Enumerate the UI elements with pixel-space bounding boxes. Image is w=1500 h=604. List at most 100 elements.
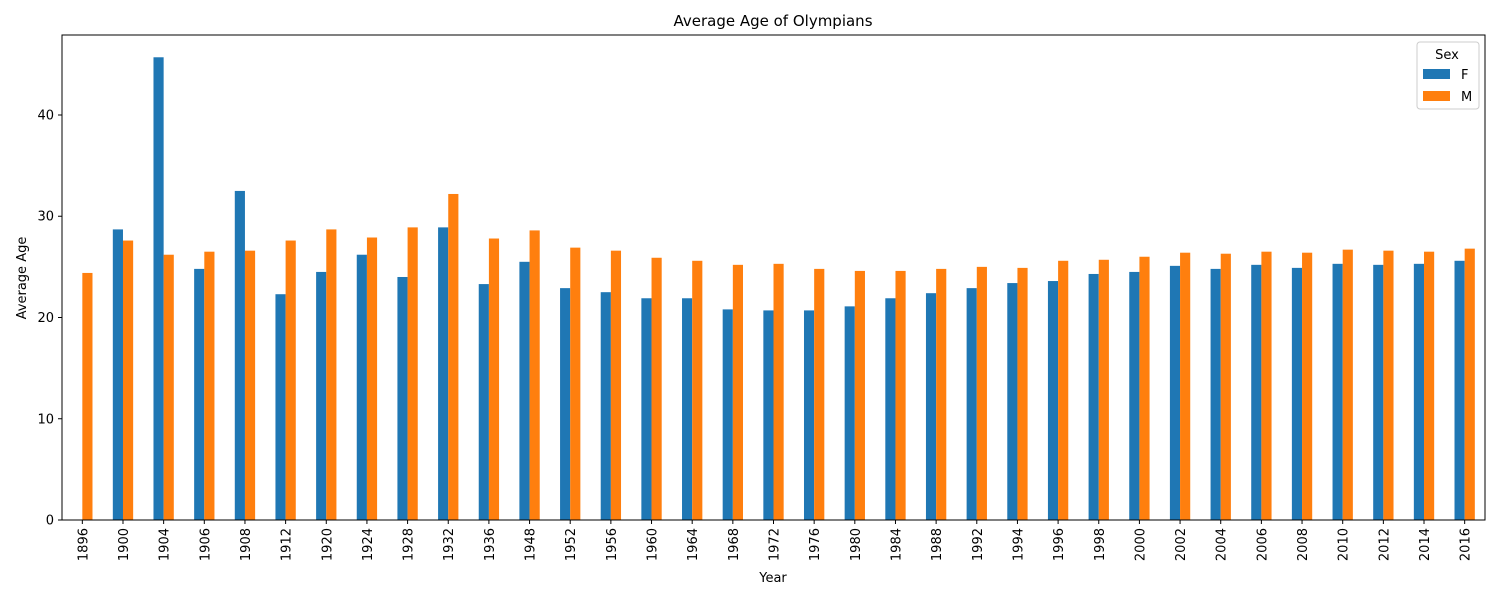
bar-f-1998 bbox=[1088, 273, 1099, 520]
x-axis-ticks: 1896 1900 1904 1906 1908 1912 1920 1924 1928 1932… bbox=[76, 520, 1474, 561]
bar-m-1964 bbox=[692, 260, 703, 520]
bars-layer bbox=[82, 57, 1475, 521]
bar-m-1972 bbox=[773, 263, 784, 520]
bar-f-2006 bbox=[1251, 264, 1262, 520]
legend-label-m: M bbox=[1461, 90, 1472, 105]
x-tick-label: 1952 bbox=[564, 528, 579, 561]
bar-m-1996 bbox=[1058, 260, 1069, 520]
bar-m-1928 bbox=[407, 227, 418, 520]
bar-f-1904 bbox=[153, 57, 164, 520]
legend-label-f: F bbox=[1461, 68, 1468, 83]
bar-f-1908 bbox=[234, 190, 245, 520]
y-axis-label: Average Age bbox=[15, 237, 30, 320]
x-tick-label: 1984 bbox=[889, 528, 904, 561]
x-tick-label: 1936 bbox=[483, 528, 498, 561]
bar-m-1920 bbox=[326, 229, 337, 520]
x-tick-label: 1994 bbox=[1011, 528, 1026, 561]
legend-swatch-m bbox=[1423, 91, 1450, 101]
bar-f-1994 bbox=[1007, 283, 1018, 520]
x-tick-label: 2000 bbox=[1133, 528, 1148, 561]
legend-title: Sex bbox=[1435, 48, 1459, 63]
bar-m-1968 bbox=[732, 264, 743, 520]
bar-f-1956 bbox=[600, 292, 611, 520]
bar-m-1896 bbox=[82, 272, 93, 520]
x-tick-label: 1948 bbox=[524, 528, 539, 561]
x-tick-label: 2014 bbox=[1418, 528, 1433, 561]
bar-f-1900 bbox=[112, 229, 123, 520]
bar-f-2012 bbox=[1373, 264, 1384, 520]
bar-f-1992 bbox=[966, 288, 977, 520]
bar-m-1952 bbox=[570, 247, 581, 520]
y-tick-label: 40 bbox=[37, 108, 54, 123]
x-tick-label: 1904 bbox=[158, 528, 173, 561]
x-tick-label: 2004 bbox=[1215, 528, 1230, 561]
bar-m-2006 bbox=[1261, 251, 1272, 520]
x-tick-label: 1924 bbox=[361, 528, 376, 561]
bar-m-1976 bbox=[814, 268, 825, 520]
bar-f-2000 bbox=[1129, 271, 1140, 520]
x-tick-label: 1896 bbox=[76, 528, 91, 561]
bar-f-2002 bbox=[1169, 265, 1181, 520]
bar-m-1948 bbox=[529, 230, 540, 521]
chart-title: Average Age of Olympians bbox=[673, 12, 872, 30]
x-tick-label: 2008 bbox=[1296, 528, 1311, 561]
bar-f-2008 bbox=[1291, 267, 1303, 520]
bar-f-1936 bbox=[478, 284, 489, 520]
bar-f-1988 bbox=[925, 293, 937, 520]
legend-swatch-f bbox=[1423, 69, 1450, 79]
bar-m-2000 bbox=[1139, 256, 1150, 520]
bar-f-2014 bbox=[1413, 263, 1425, 520]
y-axis-ticks: 0 10 20 30 40 bbox=[37, 108, 62, 529]
bar-m-1980 bbox=[854, 270, 865, 520]
bar-m-1932 bbox=[448, 193, 459, 520]
bar-f-1980 bbox=[844, 306, 855, 520]
y-tick-label: 0 bbox=[46, 514, 54, 529]
bar-f-1924 bbox=[356, 254, 367, 520]
y-tick-label: 10 bbox=[37, 412, 54, 427]
x-tick-label: 1992 bbox=[971, 528, 986, 561]
bar-f-1972 bbox=[763, 310, 774, 520]
x-tick-label: 2012 bbox=[1377, 528, 1392, 561]
plot-frame bbox=[61, 34, 1486, 521]
bar-f-1952 bbox=[560, 288, 571, 520]
x-tick-label: 2010 bbox=[1337, 528, 1352, 561]
x-tick-label: 2002 bbox=[1174, 528, 1189, 561]
bar-f-1948 bbox=[519, 261, 530, 520]
bar-f-2004 bbox=[1210, 268, 1221, 520]
x-tick-label: 1932 bbox=[442, 528, 457, 561]
bar-m-1998 bbox=[1098, 259, 1109, 520]
bar-m-1988 bbox=[936, 268, 947, 520]
x-tick-label: 1956 bbox=[605, 528, 620, 561]
x-tick-label: 1996 bbox=[1052, 528, 1067, 561]
bar-f-2010 bbox=[1332, 263, 1343, 520]
bar-f-1960 bbox=[641, 298, 652, 520]
bar-f-1968 bbox=[722, 309, 733, 520]
bar-m-1904 bbox=[163, 254, 174, 520]
x-tick-label: 1972 bbox=[768, 528, 783, 561]
bar-f-1912 bbox=[275, 294, 286, 520]
bar-f-1976 bbox=[803, 310, 815, 520]
x-tick-label: 1964 bbox=[686, 528, 701, 561]
x-tick-label: 1968 bbox=[727, 528, 742, 561]
bar-m-1924 bbox=[366, 237, 378, 520]
bar-f-1920 bbox=[316, 271, 327, 520]
bar-m-2004 bbox=[1220, 253, 1231, 520]
bar-m-1900 bbox=[122, 240, 134, 521]
bar-m-1936 bbox=[488, 238, 500, 520]
x-tick-label: 1900 bbox=[117, 528, 132, 561]
legend: Sex F M bbox=[1416, 41, 1480, 110]
bar-f-1984 bbox=[885, 298, 896, 520]
bar-m-2016 bbox=[1464, 248, 1475, 520]
bar-m-1912 bbox=[285, 240, 296, 521]
x-tick-label: 1960 bbox=[646, 528, 661, 561]
y-tick-label: 30 bbox=[37, 210, 54, 225]
x-tick-label: 1912 bbox=[280, 528, 295, 561]
bar-m-2012 bbox=[1383, 250, 1394, 521]
bar-m-2010 bbox=[1342, 249, 1353, 520]
x-tick-label: 1906 bbox=[198, 528, 213, 561]
x-tick-label: 1980 bbox=[849, 528, 864, 561]
y-tick-label: 20 bbox=[37, 311, 54, 326]
bar-m-1984 bbox=[895, 270, 906, 520]
bar-f-1906 bbox=[194, 268, 205, 520]
